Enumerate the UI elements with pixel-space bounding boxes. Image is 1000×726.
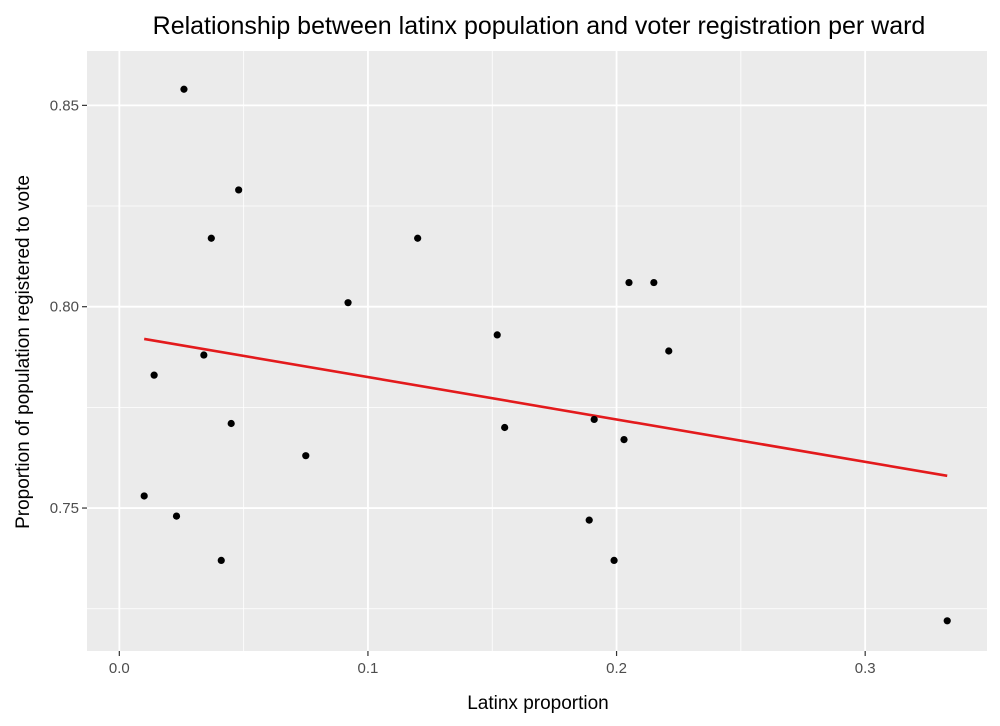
- y-axis-title: Proportion of population registered to v…: [13, 175, 34, 529]
- data-point: [217, 556, 225, 564]
- data-point: [150, 371, 158, 379]
- data-point: [180, 85, 188, 93]
- x-axis-title: Latinx proportion: [467, 693, 609, 714]
- chart-title: Relationship between latinx population a…: [153, 12, 926, 40]
- data-point: [172, 512, 181, 520]
- data-point: [943, 617, 951, 625]
- data-point: [200, 351, 208, 359]
- plot-panel: [87, 51, 987, 651]
- x-tick-label: 0.3: [855, 660, 876, 677]
- grid-lines: [87, 51, 987, 651]
- data-point: [501, 423, 509, 432]
- data-point: [625, 278, 633, 287]
- x-tick-label: 0.0: [109, 660, 130, 677]
- data-point: [610, 556, 618, 564]
- data-point: [650, 278, 658, 287]
- data-point: [493, 331, 501, 339]
- data-point: [302, 452, 310, 460]
- y-tick-label: 0.75: [50, 500, 79, 517]
- data-point: [620, 435, 628, 444]
- trend-line-layer: [143, 337, 948, 478]
- data-point: [207, 234, 215, 242]
- x-tick-label: 0.1: [358, 660, 379, 677]
- data-point: [665, 347, 673, 355]
- data-point: [227, 419, 235, 428]
- trend-line: [143, 337, 948, 478]
- data-point: [414, 234, 422, 242]
- axis-ticks: 0.0 0.1 0.2 0.3 0.75 0.80 0.85: [50, 97, 876, 677]
- x-tick-label: 0.2: [606, 660, 627, 677]
- y-tick-label: 0.80: [50, 299, 79, 316]
- data-point: [140, 492, 148, 500]
- data-point: [344, 299, 352, 307]
- data-points: [140, 85, 951, 625]
- data-point: [235, 186, 243, 194]
- data-point: [590, 415, 598, 424]
- y-tick-label: 0.85: [50, 97, 79, 114]
- data-point: [585, 516, 593, 524]
